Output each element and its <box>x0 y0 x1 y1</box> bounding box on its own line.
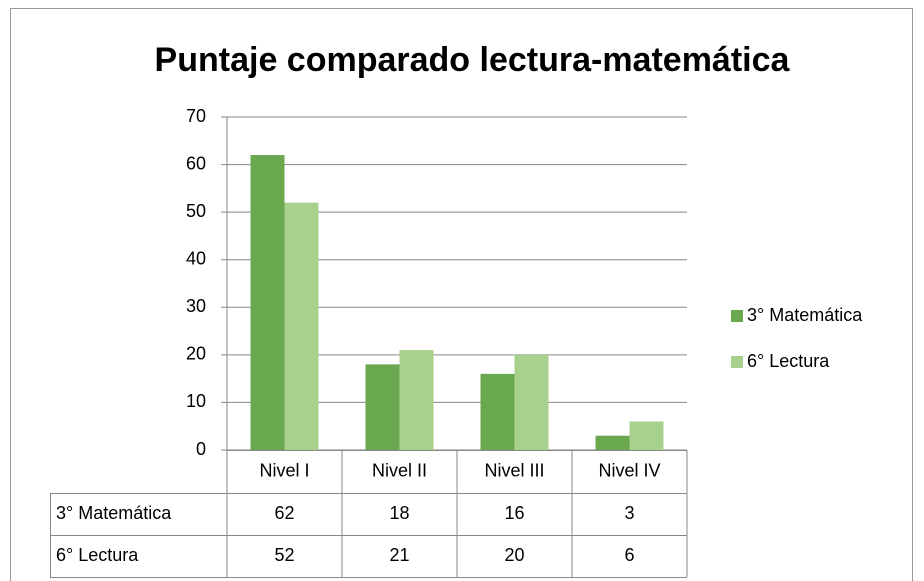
y-tick-label: 70 <box>186 106 206 126</box>
bar <box>250 155 285 451</box>
y-tick-label: 0 <box>196 439 206 459</box>
x-tick-label: Nivel III <box>484 460 544 480</box>
y-tick-label: 30 <box>186 296 206 316</box>
y-tick-label: 50 <box>186 201 206 221</box>
y-tick-label: 20 <box>186 344 206 364</box>
bar <box>480 373 515 450</box>
bar <box>514 354 549 450</box>
table-cell: 52 <box>274 545 294 565</box>
x-tick-label: Nivel I <box>259 460 309 480</box>
table-cell: 6 <box>624 545 634 565</box>
bar <box>399 350 434 450</box>
chart-title: Puntaje comparado lectura-matemática <box>155 41 791 79</box>
x-tick-label: Nivel IV <box>598 460 660 480</box>
bar <box>365 364 400 450</box>
chart-frame <box>10 8 913 581</box>
legend-label: 3° Matemática <box>747 305 863 325</box>
table-cell: 21 <box>389 545 409 565</box>
bar <box>629 421 664 450</box>
bar <box>595 435 630 450</box>
table-cell: 18 <box>389 503 409 523</box>
table-row-label: 3° Matemática <box>56 503 172 523</box>
y-tick-label: 60 <box>186 153 206 173</box>
legend-swatch <box>731 356 743 368</box>
legend-label: 6° Lectura <box>747 351 830 371</box>
y-tick-label: 10 <box>186 391 206 411</box>
bar <box>284 202 319 450</box>
y-tick-label: 40 <box>186 248 206 268</box>
table-cell: 16 <box>504 503 524 523</box>
table-cell: 20 <box>504 545 524 565</box>
x-tick-label: Nivel II <box>372 460 427 480</box>
legend-swatch <box>731 310 743 322</box>
table-row-label: 6° Lectura <box>56 545 139 565</box>
table-cell: 62 <box>274 503 294 523</box>
table-cell: 3 <box>624 503 634 523</box>
